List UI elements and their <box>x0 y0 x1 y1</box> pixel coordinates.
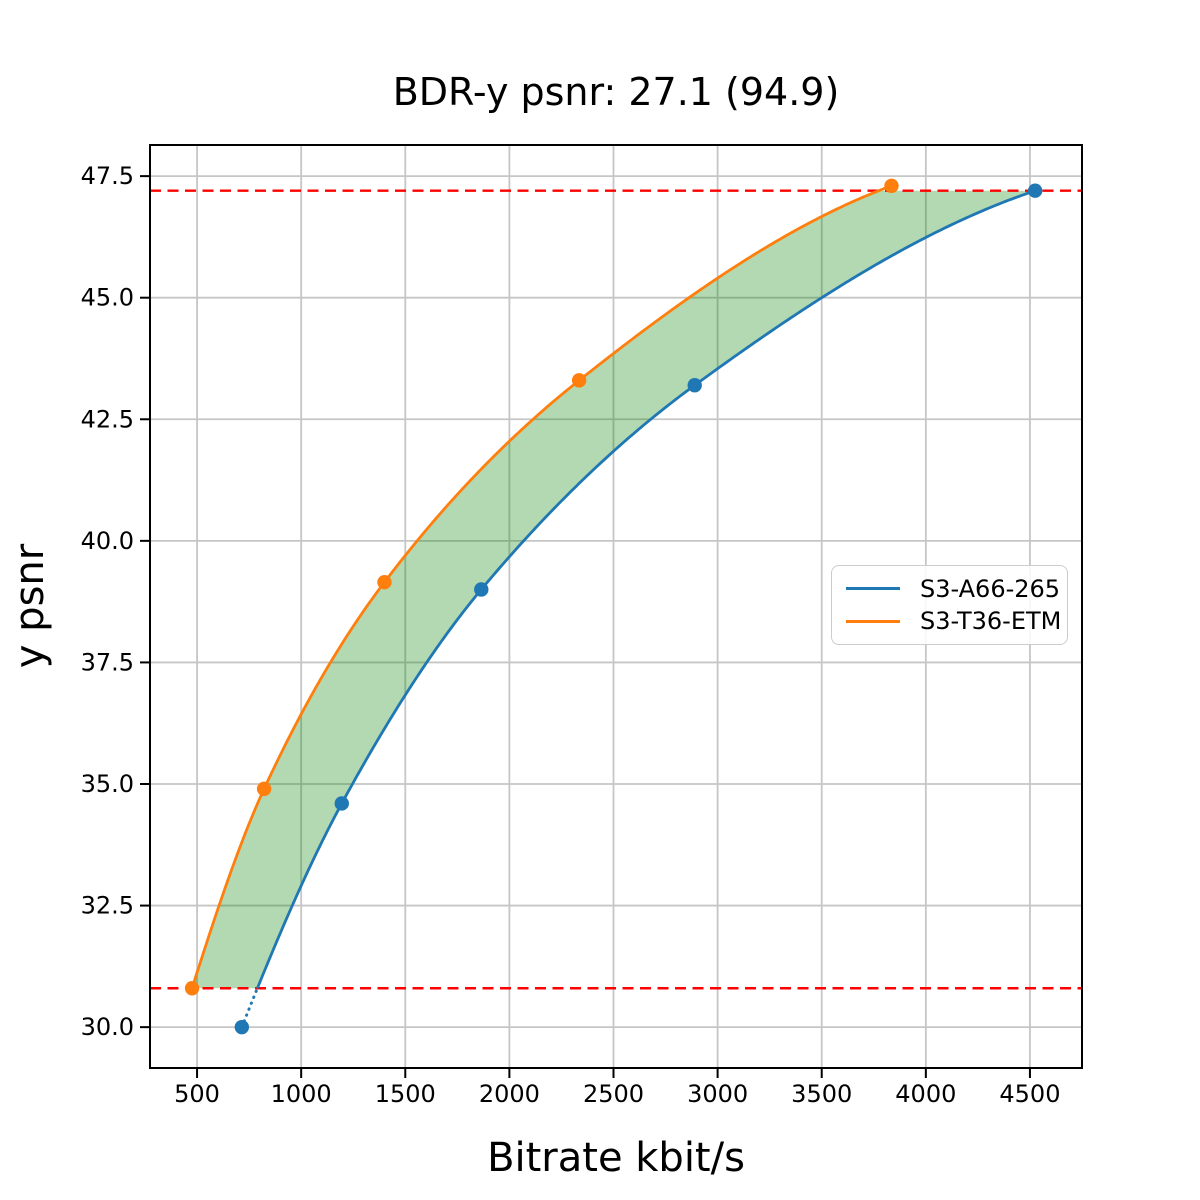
series-line <box>256 189 1036 989</box>
data-point <box>474 582 489 597</box>
data-point <box>687 378 702 393</box>
y-tick-label: 32.5 <box>81 892 134 920</box>
x-tick-label: 3500 <box>791 1080 852 1108</box>
legend-label-1: S3-T36-ETM <box>920 607 1062 636</box>
x-tick-label: 3000 <box>687 1080 748 1108</box>
data-point <box>1027 183 1043 198</box>
legend-item-s3-a66-265[interactable]: S3-A66-265 <box>846 577 1067 601</box>
data-point <box>377 574 392 590</box>
series-S3-T36-ETM <box>190 184 892 989</box>
data-point <box>571 373 587 388</box>
series-line <box>190 184 892 989</box>
psnr-overlap-reflines <box>150 189 1082 990</box>
x-tick-label: 2500 <box>583 1080 644 1108</box>
data-point <box>884 178 899 194</box>
ticks <box>140 175 1031 1078</box>
x-tick-label: 2000 <box>479 1080 540 1108</box>
x-tick-label: 1500 <box>375 1080 436 1108</box>
legend-item-s3-t36-etm[interactable]: S3-T36-ETM <box>846 609 1067 633</box>
x-tick-label: 4000 <box>895 1080 956 1108</box>
x-tick-label: 4500 <box>999 1080 1060 1108</box>
chart-title: BDR-y psnr: 27.1 (94.9) <box>392 70 840 114</box>
x-tick-label: 500 <box>174 1080 220 1108</box>
data-point <box>256 781 272 797</box>
x-axis-label: Bitrate kbit/s <box>487 1135 745 1181</box>
legend-line-sample-0 <box>846 587 900 591</box>
legend[interactable]: S3-A66-265 S3-T36-ETM <box>831 565 1068 645</box>
y-tick-label: 47.5 <box>81 162 134 190</box>
y-tick-label: 35.0 <box>81 770 134 798</box>
x-tick-label: 1000 <box>271 1080 332 1108</box>
plot-border <box>149 144 1083 1069</box>
y-axis-label: y psnr <box>7 543 53 669</box>
data-point <box>184 981 200 996</box>
data-point <box>334 796 349 811</box>
gridlines <box>150 145 1082 1068</box>
data-point <box>234 1019 250 1035</box>
legend-line-sample-1 <box>846 619 900 623</box>
tick-labels: 500 1000 1500 2000 2500 3000 3500 4000 4500 30.0 3… <box>81 162 1061 1108</box>
series-markers-S3-A66-265 <box>234 183 1043 1035</box>
y-tick-label: 37.5 <box>81 648 134 676</box>
y-tick-label: 42.5 <box>81 405 134 433</box>
series-markers-S3-T36-ETM <box>184 178 899 996</box>
y-tick-label: 30.0 <box>81 1013 134 1041</box>
legend-label-0: S3-A66-265 <box>920 574 1061 603</box>
bd-overlap-fill <box>192 190 1036 989</box>
y-tick-label: 45.0 <box>81 284 134 312</box>
y-tick-label: 40.0 <box>81 527 134 555</box>
